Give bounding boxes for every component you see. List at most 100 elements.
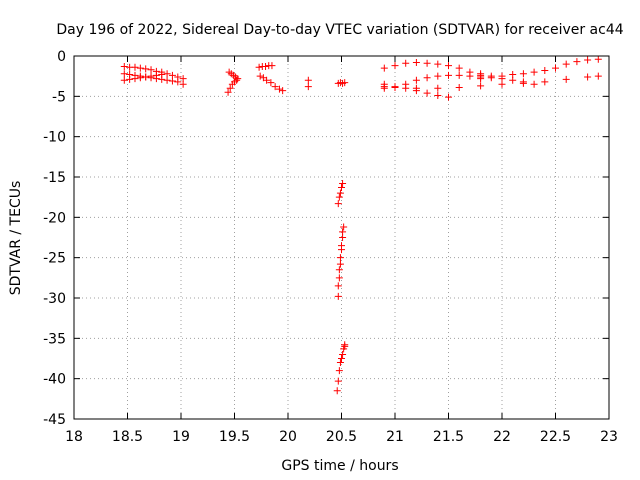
data-point	[131, 75, 139, 83]
x-tick-label: 19.5	[219, 429, 250, 445]
data-point	[434, 84, 442, 92]
data-point	[402, 59, 410, 67]
data-point	[333, 387, 341, 395]
series-sat-k	[334, 223, 348, 300]
x-tick-label: 22	[493, 429, 511, 445]
data-point	[519, 70, 527, 78]
data-point	[445, 93, 452, 101]
data-point	[434, 72, 442, 80]
data-point	[120, 62, 128, 70]
data-point	[131, 63, 139, 71]
y-tick-label: -15	[43, 170, 66, 186]
data-point	[168, 77, 176, 85]
data-point	[336, 260, 344, 268]
x-tick-label: 21	[386, 429, 404, 445]
data-point	[412, 76, 420, 84]
data-point	[256, 72, 264, 80]
data-point	[336, 254, 344, 262]
x-axis-label: GPS time / hours	[281, 458, 398, 474]
data-point	[584, 73, 592, 81]
data-point	[147, 72, 155, 80]
data-point	[339, 350, 347, 358]
data-point	[267, 79, 275, 87]
data-point	[339, 179, 347, 187]
data-point	[341, 341, 349, 349]
data-point	[338, 242, 345, 250]
data-point	[338, 355, 345, 362]
data-point	[509, 76, 517, 84]
data-point	[530, 68, 538, 76]
data-point	[262, 62, 270, 70]
data-point	[304, 76, 312, 84]
data-point	[594, 72, 602, 80]
data-point	[275, 85, 283, 93]
data-point	[584, 56, 592, 64]
series-sat-h	[304, 76, 312, 91]
data-point	[334, 377, 342, 385]
data-point	[477, 70, 485, 78]
y-tick-label: -10	[43, 130, 66, 146]
plot-frame	[73, 55, 610, 420]
data-point	[498, 75, 506, 83]
data-point	[279, 87, 287, 95]
series-sat-o	[380, 71, 485, 92]
data-point	[380, 83, 388, 91]
data-point	[412, 84, 420, 92]
series-sat-c	[120, 71, 166, 84]
data-point	[336, 189, 344, 197]
series-sat-g	[256, 72, 287, 95]
data-point	[455, 83, 463, 91]
series-sat-i	[334, 79, 349, 87]
data-point	[142, 65, 150, 73]
x-tick-label: 22.5	[540, 429, 571, 445]
data-point	[268, 62, 276, 70]
series-sat-e	[224, 76, 241, 96]
data-point	[335, 367, 343, 375]
chart-title: Day 196 of 2022, Sidereal Day-to-day VTE…	[56, 22, 623, 38]
grid	[74, 56, 609, 419]
series-sat-d	[225, 68, 242, 83]
data-point	[391, 83, 399, 91]
y-tick-label: 0	[57, 49, 66, 65]
series-sat-p	[380, 72, 602, 92]
data-point	[179, 80, 187, 88]
data-point	[434, 60, 442, 68]
x-tick-label: 23	[600, 429, 618, 445]
y-tick-label: -25	[43, 251, 66, 267]
data-points	[120, 55, 602, 395]
data-point	[455, 71, 463, 79]
series-sat-j	[333, 341, 349, 395]
series-sat-f	[255, 62, 276, 71]
series-sat-r	[477, 70, 538, 88]
data-point	[445, 62, 452, 70]
data-point	[335, 274, 343, 282]
data-point	[224, 88, 232, 96]
data-point	[255, 63, 263, 71]
data-point	[466, 72, 474, 80]
y-tick-label: -30	[43, 291, 66, 307]
data-point	[423, 89, 431, 97]
data-point	[136, 74, 144, 82]
data-point	[163, 70, 171, 78]
data-point	[304, 83, 312, 91]
data-point	[334, 282, 342, 290]
data-point	[380, 64, 388, 72]
series-sat-q	[477, 55, 602, 83]
data-point	[445, 71, 452, 79]
data-point	[163, 76, 171, 84]
data-point	[158, 71, 166, 79]
data-point	[334, 200, 342, 208]
data-point	[234, 75, 242, 83]
data-point	[391, 62, 399, 70]
data-point	[434, 92, 442, 100]
data-point	[455, 64, 463, 72]
data-point	[147, 66, 155, 74]
data-point	[487, 72, 495, 80]
data-point	[120, 70, 128, 78]
y-tick-labels: 0 -5 -10 -15 -20 -25 -30 -35 -40 -45	[43, 49, 66, 428]
data-point	[412, 58, 420, 66]
data-point	[136, 64, 144, 72]
x-tick-label: 21.5	[433, 429, 464, 445]
data-point	[263, 76, 271, 84]
